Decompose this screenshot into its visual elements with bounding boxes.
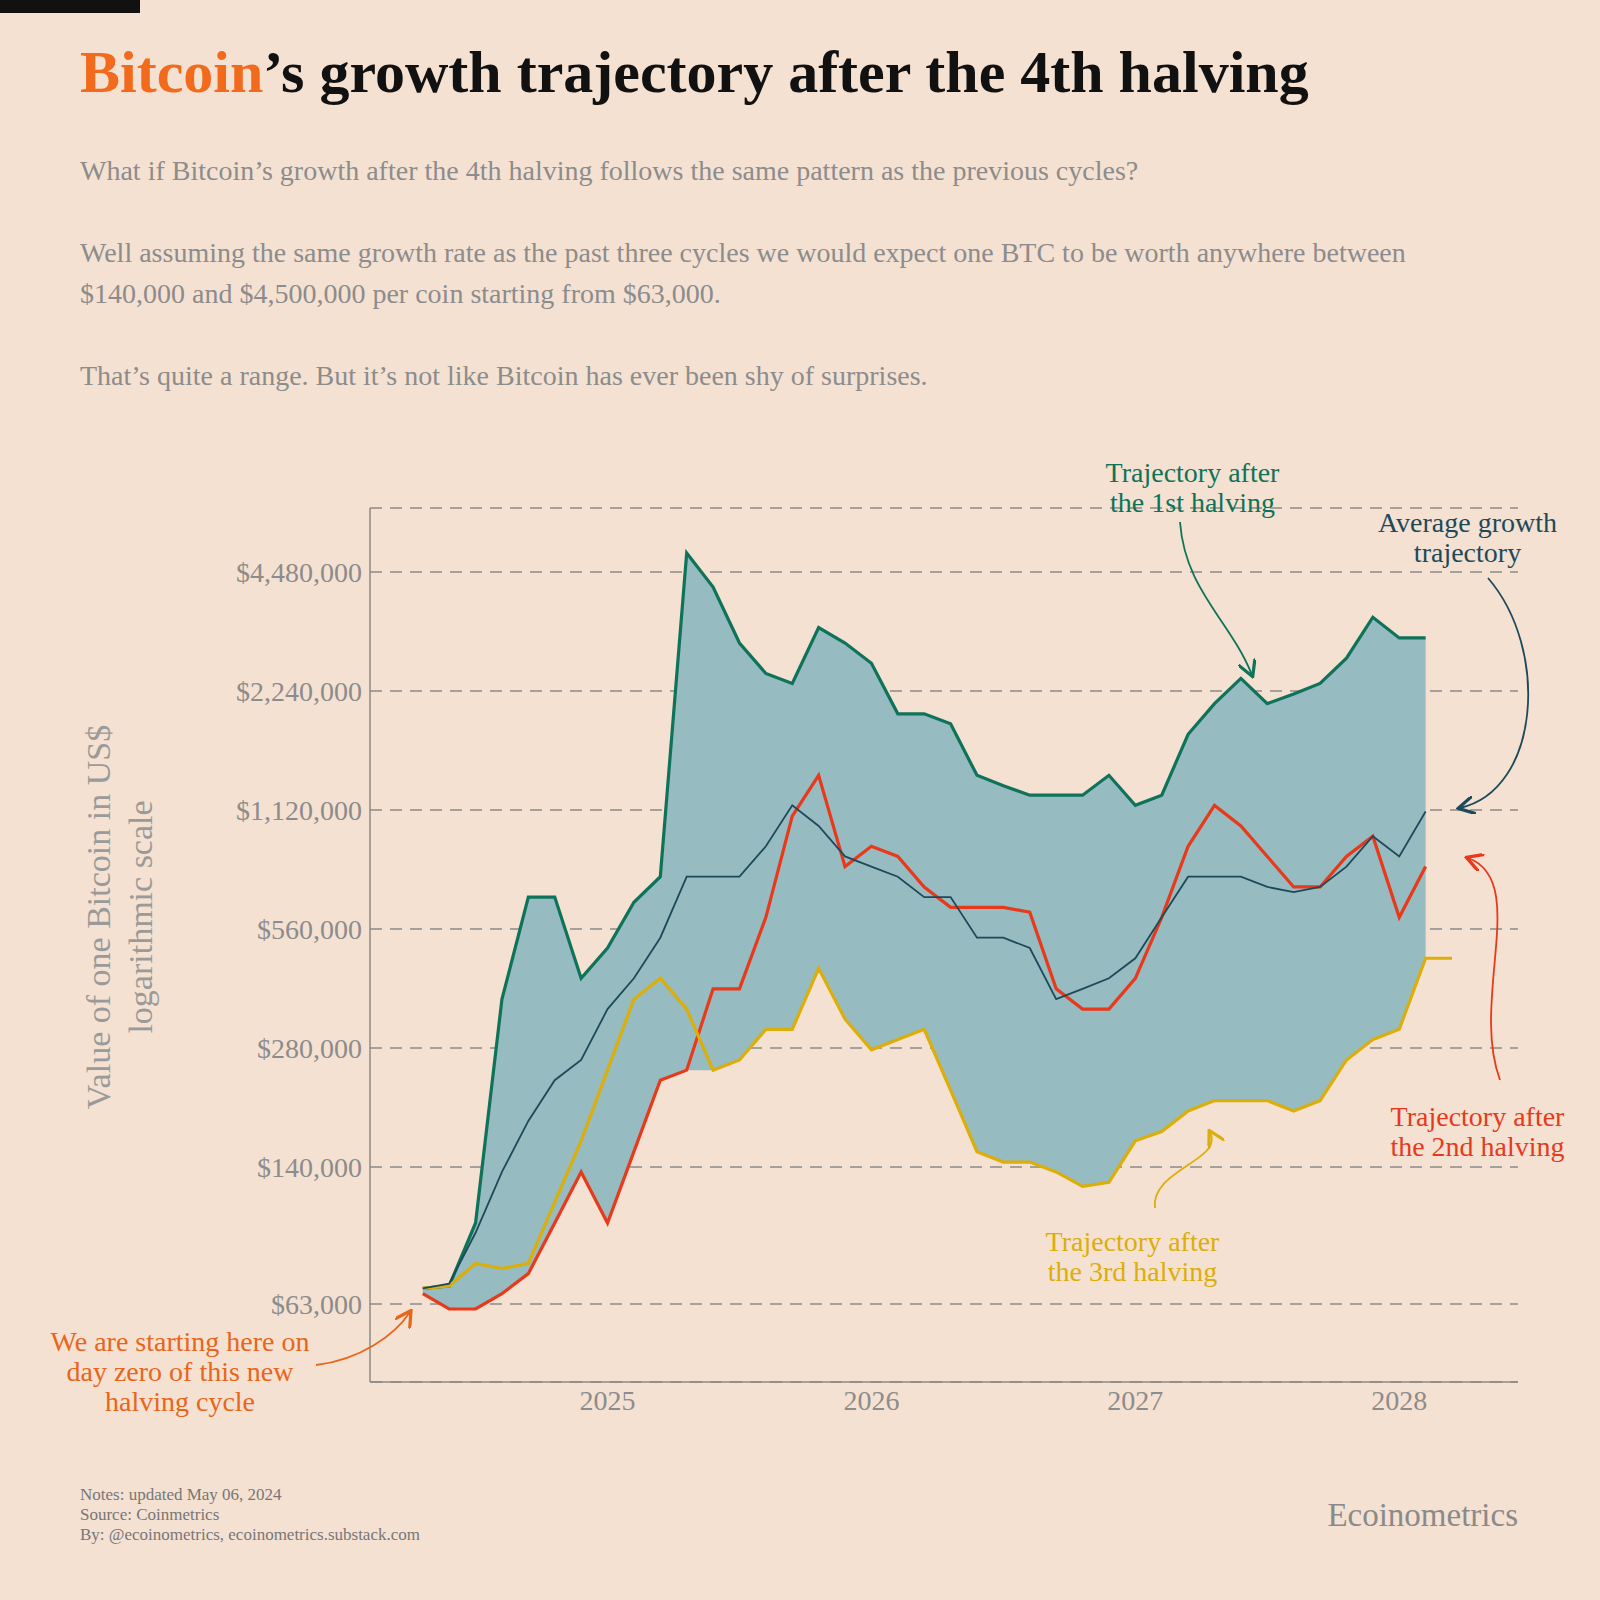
- html-text:Ecoinometrics: Ecoinometrics: [1327, 1497, 1518, 1533]
- svg-text:2026: 2026: [843, 1385, 899, 1416]
- html-text:We are starting here on day ze: We are starting here on day zero of this…: [50, 1326, 310, 1417]
- html-text:logarithmic scale: logarithmic scale: [122, 800, 159, 1034]
- html-text:What if Bitcoin’s growth after: What if Bitcoin’s growth after the 4th h…: [80, 155, 1139, 186]
- html-text:Bitcoin ’s growth trajectory a: Bitcoin ’s growth trajectory after the 4…: [80, 39, 1309, 105]
- svg-text:$280,000: $280,000: [257, 1033, 362, 1064]
- svg-text:$2,240,000: $2,240,000: [236, 676, 362, 707]
- html-text:Average growth trajectory: Average growth trajectory: [1378, 507, 1557, 568]
- svg-text:2027: 2027: [1107, 1385, 1163, 1416]
- html-text:Well assuming the same growth: Well assuming the same growth rate as th…: [80, 237, 1406, 309]
- svg-text:$1,120,000: $1,120,000: [236, 795, 362, 826]
- svg-text:$63,000: $63,000: [271, 1289, 362, 1320]
- svg-text:2028: 2028: [1371, 1385, 1427, 1416]
- html-text:Trajectory after the 2nd halvi: Trajectory after the 2nd halving: [1390, 1101, 1565, 1162]
- svg-text:$140,000: $140,000: [257, 1152, 362, 1183]
- html-text:Value of one Bitcoin in US$: Value of one Bitcoin in US$: [80, 724, 117, 1110]
- html-text:Trajectory after the 1st halvi: Trajectory after the 1st halving: [1105, 457, 1280, 518]
- html-text:Trajectory after the 3rd halvi: Trajectory after the 3rd halving: [1045, 1226, 1220, 1287]
- html-text:By: @ecoinometrics, ecoinometr: By: @ecoinometrics, ecoinometrics.substa…: [80, 1525, 420, 1544]
- html-text:Source: Coinmetrics: Source: Coinmetrics: [80, 1505, 220, 1524]
- html-text:That’s quite a range. But it’s: That’s quite a range. But it’s not like …: [80, 360, 928, 391]
- html-text:Notes: updated May 06, 2024: Notes: updated May 06, 2024: [80, 1485, 282, 1504]
- svg-text:$4,480,000: $4,480,000: [236, 557, 362, 588]
- svg-text:$560,000: $560,000: [257, 914, 362, 945]
- svg-text:2025: 2025: [580, 1385, 636, 1416]
